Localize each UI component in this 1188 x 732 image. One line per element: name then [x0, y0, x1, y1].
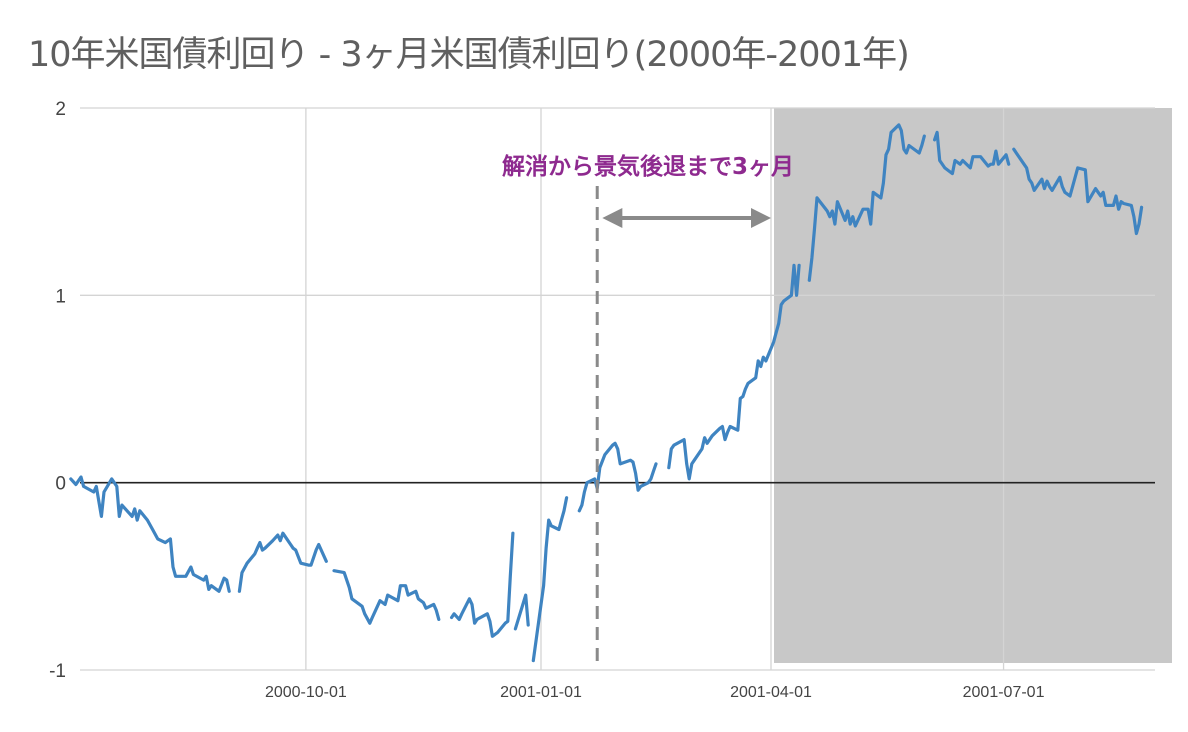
x-tick-label: 2000-10-01 [265, 684, 347, 701]
series-0-segment-10 [1012, 147, 1144, 236]
x-tick-label: 2001-07-01 [963, 684, 1045, 701]
recession-shaded-region [774, 108, 1172, 663]
series-0-segment-0 [69, 475, 231, 593]
series-0-segment-4 [513, 593, 530, 631]
series-0-segment-1 [237, 531, 328, 593]
annotation-label: 解消から景気後退まで3ヶ月 [502, 153, 794, 180]
series-0-segment-2 [332, 569, 441, 625]
arrow-head-left [602, 208, 623, 228]
series-0-segment-5 [531, 496, 569, 663]
y-tick-label: 1 [55, 286, 66, 307]
y-axis-ticks: 2 1 0 -1 [49, 99, 66, 682]
arrow-head-right [751, 208, 771, 228]
series-0-segment-3 [450, 531, 515, 638]
y-tick-label: 0 [55, 474, 66, 495]
series-0-segment-9 [932, 130, 1011, 176]
duration-arrow [602, 208, 771, 228]
x-tick-label: 2001-04-01 [730, 684, 812, 701]
y-tick-label: -1 [49, 661, 66, 682]
series-0-segment-6 [577, 441, 658, 513]
x-axis-ticks: 2000-10-01 2001-01-01 2001-04-01 2001-07-01 [265, 684, 1045, 701]
series-0-segment-8 [807, 123, 926, 282]
series-group [69, 123, 1144, 663]
x-tick-label: 2001-01-01 [500, 684, 582, 701]
chart-title: 10年米国債利回り - 3ヶ月米国債利回り(2000年-2001年) [28, 35, 910, 75]
series-0-segment-7 [667, 263, 801, 481]
grid-lines [80, 107, 1155, 671]
y-tick-label: 2 [55, 99, 66, 120]
